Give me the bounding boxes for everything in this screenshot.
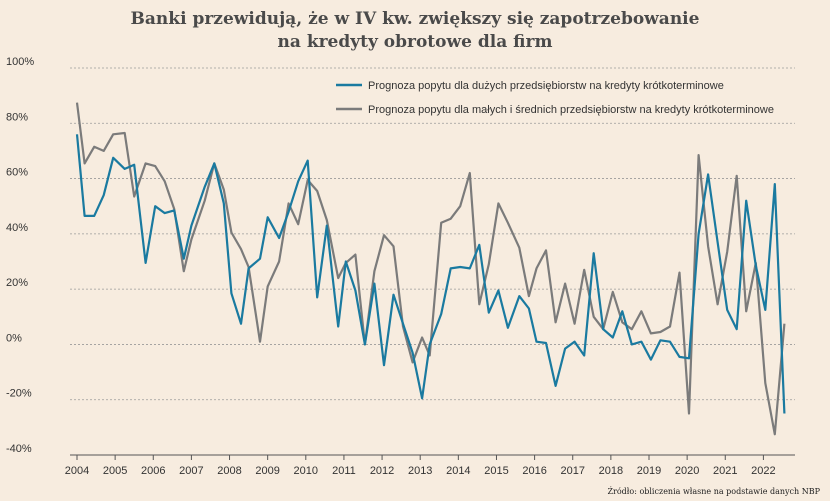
x-tick-label: 2021 — [713, 465, 737, 477]
x-tick-label: 2010 — [294, 465, 318, 477]
y-tick-label: -40% — [6, 443, 32, 455]
x-tick-label: 2007 — [179, 465, 203, 477]
series-lines — [75, 102, 786, 436]
x-tick-label: 2020 — [675, 465, 699, 477]
x-tick-label: 2019 — [637, 465, 661, 477]
y-tick-label: 60% — [6, 167, 28, 179]
chart-title: Banki przewidują, że w IV kw. zwiększy s… — [0, 8, 830, 54]
y-axis-labels: 100% 80% 60% 40% 20% 0% -20% -40% — [6, 56, 34, 455]
chart-title-line1: Banki przewidują, że w IV kw. zwiększy s… — [130, 9, 700, 29]
y-tick-label: 20% — [6, 277, 28, 289]
x-tick-label: 2013 — [408, 465, 432, 477]
y-tick-label: 40% — [6, 222, 28, 234]
legend-label: Prognoza popytu dla małych i średnich pr… — [368, 104, 774, 116]
y-tick-label: 100% — [6, 56, 34, 68]
legend-label: Prognoza popytu dla dużych przedsiębiors… — [368, 80, 724, 92]
x-tick-label: 2009 — [255, 465, 279, 477]
series-line — [75, 102, 786, 436]
x-tick-label: 2008 — [217, 465, 241, 477]
legend: Prognoza popytu dla dużych przedsiębiors… — [336, 80, 774, 116]
x-tick-label: 2012 — [370, 465, 394, 477]
x-tick-label: 2006 — [141, 465, 165, 477]
y-tick-label: -20% — [6, 388, 32, 400]
x-tick-label: 2018 — [599, 465, 623, 477]
gridlines — [70, 67, 795, 456]
series-line — [75, 134, 786, 414]
y-tick-label: 0% — [6, 332, 22, 344]
x-tick-label: 2016 — [522, 465, 546, 477]
y-tick-label: 80% — [6, 111, 28, 123]
x-tick-label: 2011 — [332, 465, 356, 477]
x-tick-label: 2014 — [446, 465, 470, 477]
x-tick-label: 2005 — [103, 465, 127, 477]
x-tick-label: 2004 — [65, 465, 89, 477]
x-tick-label: 2015 — [484, 465, 508, 477]
x-axis: 2004 2005 2006 2007 2008 2009 2010 2011 2012 2013… — [65, 455, 776, 477]
chart-title-line2: na kredyty obrotowe dla firm — [277, 32, 553, 52]
source-note: Źródło: obliczenia własne na podstawie d… — [607, 487, 820, 496]
x-tick-label: 2022 — [751, 465, 775, 477]
x-tick-label: 2017 — [560, 465, 584, 477]
